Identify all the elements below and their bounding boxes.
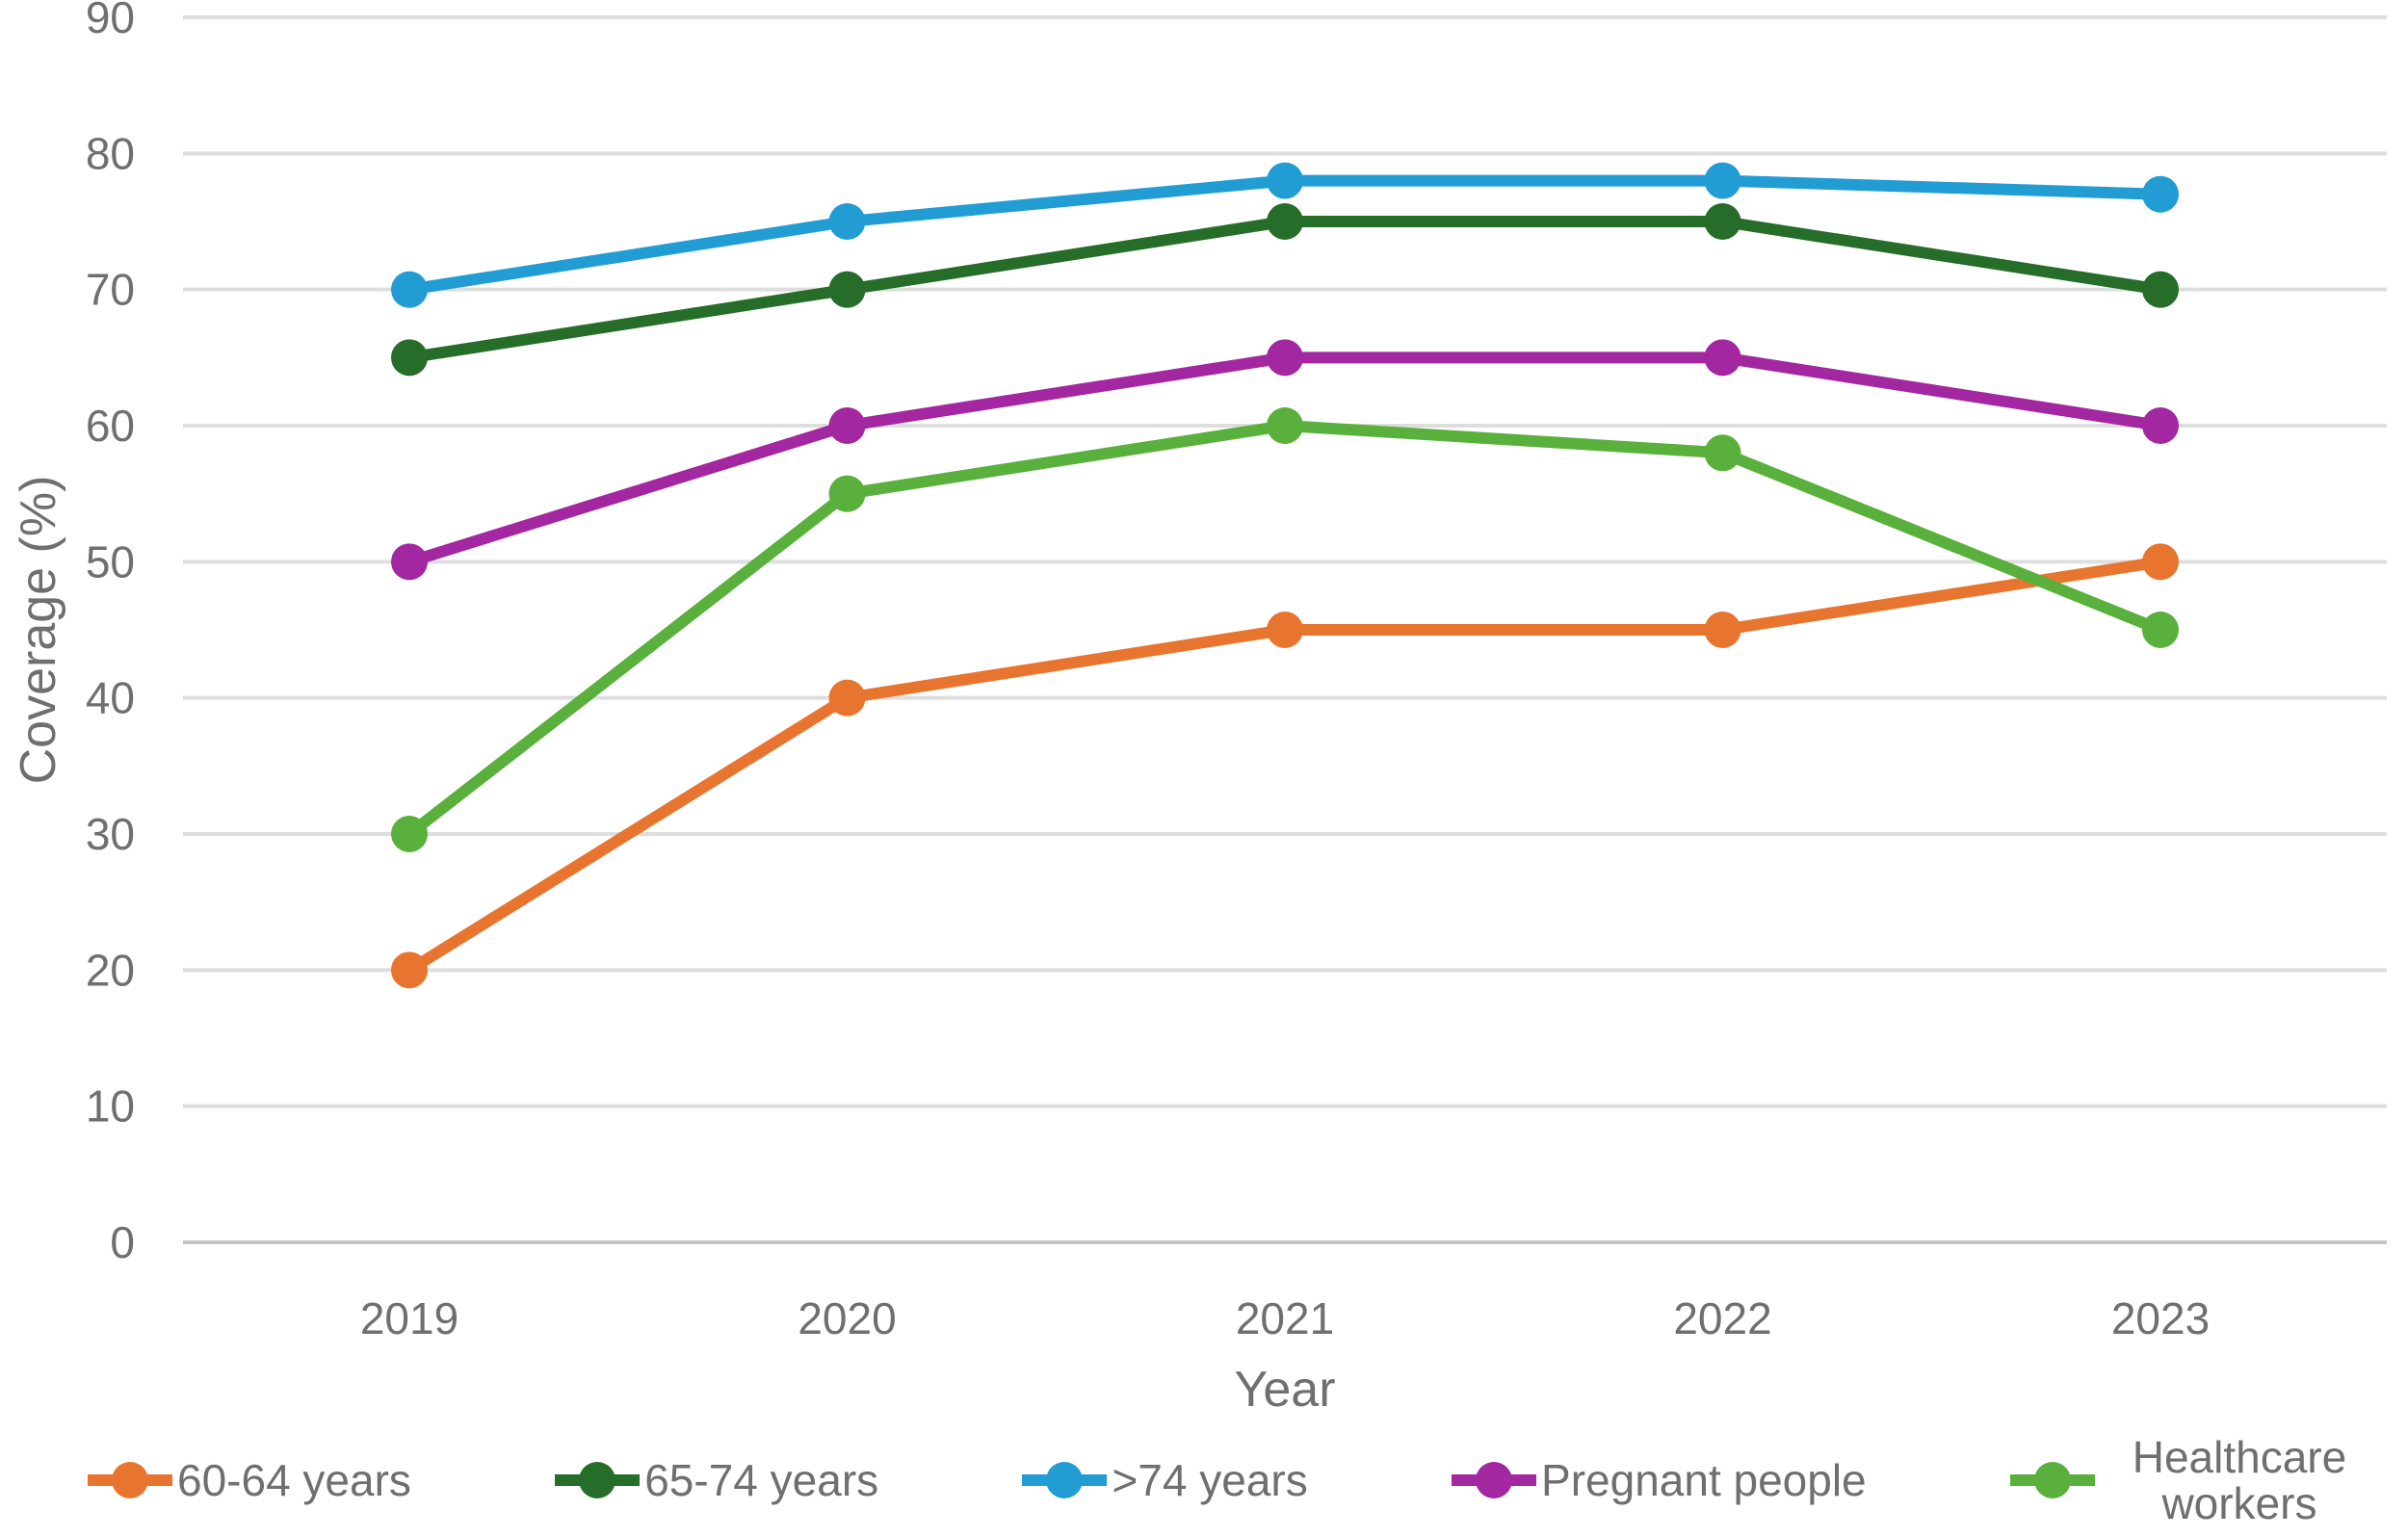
x-tick-label: 2023 (2111, 1293, 2210, 1343)
data-point-healthcare-workers-2021 (1267, 407, 1303, 444)
chart-legend: 60-64 years 65-74 years >74 years Pregna… (0, 1423, 2408, 1537)
x-axis-title: Year (1234, 1362, 1335, 1418)
data-point-65-74-years-2020 (828, 271, 866, 308)
data-point-healthcare-workers-2022 (1704, 434, 1741, 472)
legend-label: Pregnant people (1541, 1454, 1867, 1505)
legend-item-65-74-years: 65-74 years (552, 1457, 878, 1503)
line-dot-marker-icon (555, 1461, 641, 1498)
x-tick-label: 2019 (360, 1293, 458, 1343)
y-axis-title: Coverage (%) (11, 476, 66, 785)
data-point-65-74-years-2022 (1704, 203, 1741, 240)
series-line-pregnant-people (404, 352, 2166, 568)
data-point-pregnant-people-2019 (391, 543, 428, 581)
data-point-60-64-years-2020 (828, 679, 866, 716)
legend-label: 60-64 years (177, 1454, 411, 1505)
legend-label: >74 years (1112, 1454, 1308, 1505)
data-point-healthcare-workers-2020 (828, 475, 866, 512)
line-dot-marker-icon (1022, 1461, 1108, 1498)
data-point-74-years-2020 (828, 203, 866, 240)
legend-item-pregnant-people: Pregnant people (1449, 1457, 1867, 1503)
data-point-pregnant-people-2023 (2142, 407, 2179, 444)
y-tick-label: 30 (86, 809, 135, 859)
line-dot-marker-icon (88, 1461, 172, 1498)
x-tick-label: 2022 (1673, 1293, 1771, 1343)
data-point-60-64-years-2021 (1267, 612, 1303, 648)
legend-label: Healthcare workers (2132, 1431, 2347, 1528)
y-tick-label: 10 (86, 1081, 135, 1132)
data-point-60-64-years-2022 (1704, 612, 1741, 648)
legend-item-healthcare-workers: Healthcare workers (2007, 1434, 2379, 1527)
data-point-healthcare-workers-2023 (2142, 612, 2179, 648)
line-dot-marker-icon (2009, 1462, 2095, 1498)
line-dot-marker-icon (1452, 1461, 1537, 1498)
y-tick-label: 40 (86, 673, 135, 723)
data-point-65-74-years-2021 (1267, 203, 1303, 240)
data-point-74-years-2019 (391, 271, 428, 308)
data-point-65-74-years-2023 (2142, 271, 2179, 308)
data-point-pregnant-people-2021 (1267, 339, 1303, 377)
data-point-74-years-2022 (1704, 162, 1741, 199)
data-point-60-64-years-2019 (391, 951, 428, 989)
legend-item-over-74-years: >74 years (1019, 1454, 1308, 1505)
data-point-healthcare-workers-2019 (391, 816, 428, 852)
y-tick-label: 60 (86, 401, 135, 451)
y-tick-label: 0 (110, 1217, 135, 1267)
data-point-pregnant-people-2022 (1704, 339, 1741, 377)
data-point-65-74-years-2019 (391, 339, 428, 377)
y-tick-label: 20 (86, 945, 135, 995)
legend-item-60-64-years: 60-64 years (85, 1457, 411, 1503)
x-tick-label: 2020 (798, 1293, 896, 1343)
legend-label: 65-74 years (644, 1454, 879, 1505)
data-point-pregnant-people-2020 (828, 407, 866, 444)
x-tick-label: 2021 (1236, 1293, 1334, 1343)
y-tick-label: 50 (86, 536, 135, 586)
y-tick-label: 80 (86, 128, 135, 178)
y-tick-label: 70 (86, 265, 135, 315)
y-tick-label: 90 (86, 0, 135, 42)
coverage-line-chart: 0 10 20 30 40 50 60 70 80 90 2019 2020 2021 2022 2023 Y… (11, 0, 2387, 1418)
data-point-60-64-years-2023 (2142, 543, 2179, 581)
data-point-74-years-2023 (2142, 175, 2179, 213)
data-point-74-years-2021 (1267, 162, 1303, 199)
